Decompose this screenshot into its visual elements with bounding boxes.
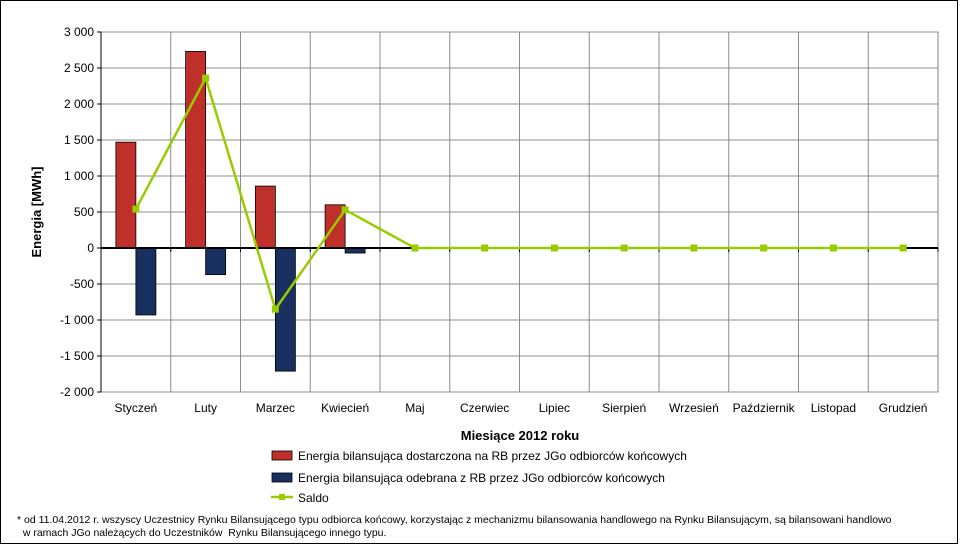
saldo-point: [620, 244, 628, 252]
x-tick-label: Październik: [733, 401, 796, 415]
x-tick-label: Styczeń: [115, 401, 158, 415]
legend-swatch-received: [271, 472, 293, 483]
saldo-point: [481, 244, 489, 252]
x-tick-label: Listopad: [811, 401, 856, 415]
x-tick-label: Czerwiec: [460, 401, 509, 415]
x-axis-title: Miesiące 2012 roku: [461, 428, 580, 443]
y-tick-label: 3 000: [64, 25, 94, 39]
x-tick-label: Marzec: [256, 401, 295, 415]
legend-label-received: Energia bilansująca odebrana z RB przez …: [298, 471, 665, 485]
saldo-point: [899, 244, 907, 252]
saldo-point: [550, 244, 558, 252]
saldo-point: [411, 244, 419, 252]
bar: [115, 141, 137, 249]
y-tick-label: 2 500: [64, 61, 94, 75]
y-tick-label: -2 000: [60, 385, 94, 399]
bars: [115, 51, 366, 372]
legend-label-delivered: Energia bilansująca dostarczona na RB pr…: [298, 449, 687, 463]
y-axis-title: Energia [MWh]: [29, 167, 44, 258]
legend-label-saldo: Saldo: [298, 491, 329, 505]
footnote-line-2: w ramach JGo należących do Uczestników R…: [17, 527, 387, 539]
x-tick-label: Maj: [405, 401, 424, 415]
saldo-point: [271, 305, 279, 313]
saldo-line-path: [134, 74, 904, 313]
legend-swatch-delivered: [271, 450, 293, 461]
x-tick-labels: Styczeń Luty Marzec Kwiecień Maj Czerwiec Lipi…: [115, 401, 928, 415]
legend-marker-saldo: [279, 494, 285, 500]
saldo-point: [760, 244, 768, 252]
bar: [254, 185, 276, 249]
y-tick-label: 1 000: [64, 169, 94, 183]
y-tick-label: 1 500: [64, 133, 94, 147]
saldo-line: [132, 74, 907, 313]
y-tick-label: 0: [87, 241, 94, 255]
x-tick-label: Lipiec: [539, 401, 570, 415]
saldo-point: [202, 74, 210, 82]
grid: [100, 31, 939, 393]
x-tick-label: Sierpień: [602, 401, 646, 415]
footnote: * od 11.04.2012 r. wszyscy Uczestnicy Ry…: [17, 514, 937, 540]
x-tick-label: Grudzień: [879, 401, 928, 415]
saldo-point: [132, 205, 140, 213]
saldo-point: [690, 244, 698, 252]
x-tick-label: Kwiecień: [321, 401, 369, 415]
y-tick-labels: 3 000 2 500 2 000 1 500 1 000 500 0 -500 -1 000 -…: [60, 25, 94, 399]
bar: [135, 247, 157, 316]
y-tick-label: -1 000: [60, 313, 94, 327]
chart: 3 000 2 500 2 000 1 500 1 000 500 0 -500 -1 000 -…: [29, 25, 939, 505]
saldo-point: [829, 244, 837, 252]
y-tick-label: 2 000: [64, 97, 94, 111]
saldo-point: [341, 206, 349, 214]
legend: Energia bilansująca dostarczona na RB pr…: [271, 449, 687, 505]
y-tick-label: 500: [74, 205, 94, 219]
y-tick-label: -1 500: [60, 349, 94, 363]
y-tick-label: -500: [70, 277, 94, 291]
x-tick-label: Wrzesień: [669, 401, 719, 415]
x-tick-label: Luty: [194, 401, 217, 415]
bar: [205, 247, 227, 276]
footnote-line-1: * od 11.04.2012 r. wszyscy Uczestnicy Ry…: [17, 514, 892, 526]
